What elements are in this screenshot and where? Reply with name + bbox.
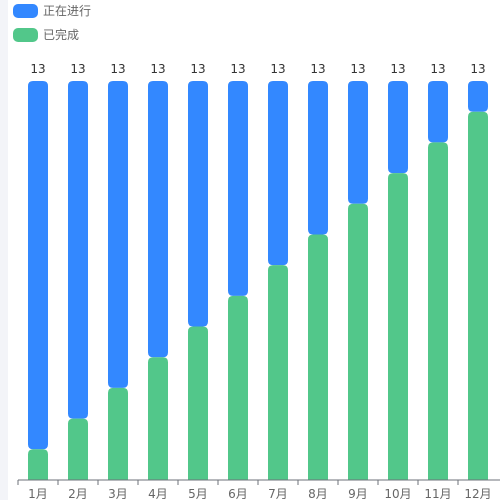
legend-swatch-completed[interactable] <box>13 28 38 42</box>
bar-in-progress-7[interactable] <box>268 81 288 266</box>
legend: 正在进行 已完成 <box>13 4 91 42</box>
bar-in-progress-9[interactable] <box>348 81 368 204</box>
bar-completed-12[interactable] <box>468 111 488 480</box>
bar-in-progress-1[interactable] <box>28 81 48 450</box>
total-label-7: 13 <box>270 62 285 76</box>
x-tick-label-10: 10月 <box>384 487 411 500</box>
x-tick-label-9: 9月 <box>348 487 368 500</box>
bar-in-progress-4[interactable] <box>148 81 168 358</box>
bar-in-progress-12[interactable] <box>468 81 488 112</box>
bar-in-progress-11[interactable] <box>428 81 448 143</box>
bar-in-progress-10[interactable] <box>388 81 408 174</box>
bar-completed-1[interactable] <box>28 449 48 480</box>
x-tick-label-6: 6月 <box>228 487 248 500</box>
total-label-4: 13 <box>150 62 165 76</box>
total-label-3: 13 <box>110 62 125 76</box>
left-edge-strip <box>0 0 8 500</box>
bar-completed-2[interactable] <box>68 418 88 480</box>
bar-in-progress-2[interactable] <box>68 81 88 419</box>
x-tick-label-4: 4月 <box>148 487 168 500</box>
total-labels-layer: 13 13 13 13 13 13 13 13 13 13 13 13 <box>30 62 485 76</box>
x-tick-label-1: 1月 <box>28 487 48 500</box>
bar-completed-8[interactable] <box>308 234 328 480</box>
legend-label-completed[interactable]: 已完成 <box>43 27 79 42</box>
total-label-2: 13 <box>70 62 85 76</box>
x-tick-label-8: 8月 <box>308 487 328 500</box>
bar-in-progress-8[interactable] <box>308 81 328 235</box>
x-tick-label-2: 2月 <box>68 487 88 500</box>
bar-in-progress-5[interactable] <box>188 81 208 327</box>
bars-layer <box>28 81 488 481</box>
total-label-8: 13 <box>310 62 325 76</box>
total-label-9: 13 <box>350 62 365 76</box>
total-label-10: 13 <box>390 62 405 76</box>
bar-completed-11[interactable] <box>428 142 448 480</box>
bar-completed-10[interactable] <box>388 173 408 481</box>
x-axis: 1月 2月 3月 4月 5月 6月 7月 8月 9月 10月 11月 12月 <box>17 479 500 500</box>
bar-completed-9[interactable] <box>348 203 368 480</box>
legend-label-in-progress[interactable]: 正在进行 <box>43 4 91 18</box>
total-label-6: 13 <box>230 62 245 76</box>
total-label-1: 13 <box>30 62 45 76</box>
x-tick-label-3: 3月 <box>108 487 128 500</box>
bar-completed-6[interactable] <box>228 295 248 480</box>
bar-in-progress-6[interactable] <box>228 81 248 296</box>
x-tick-label-12: 12月 <box>464 487 491 500</box>
legend-swatch-in-progress[interactable] <box>13 4 38 18</box>
bar-completed-7[interactable] <box>268 265 288 480</box>
x-tick-label-11: 11月 <box>424 487 451 500</box>
bar-completed-3[interactable] <box>108 387 128 480</box>
bar-completed-4[interactable] <box>148 357 168 480</box>
total-label-11: 13 <box>430 62 445 76</box>
x-tick-label-7: 7月 <box>268 487 288 500</box>
total-label-5: 13 <box>190 62 205 76</box>
bar-completed-5[interactable] <box>188 326 208 480</box>
total-label-12: 13 <box>470 62 485 76</box>
bar-in-progress-3[interactable] <box>108 81 128 388</box>
x-tick-label-5: 5月 <box>188 487 208 500</box>
